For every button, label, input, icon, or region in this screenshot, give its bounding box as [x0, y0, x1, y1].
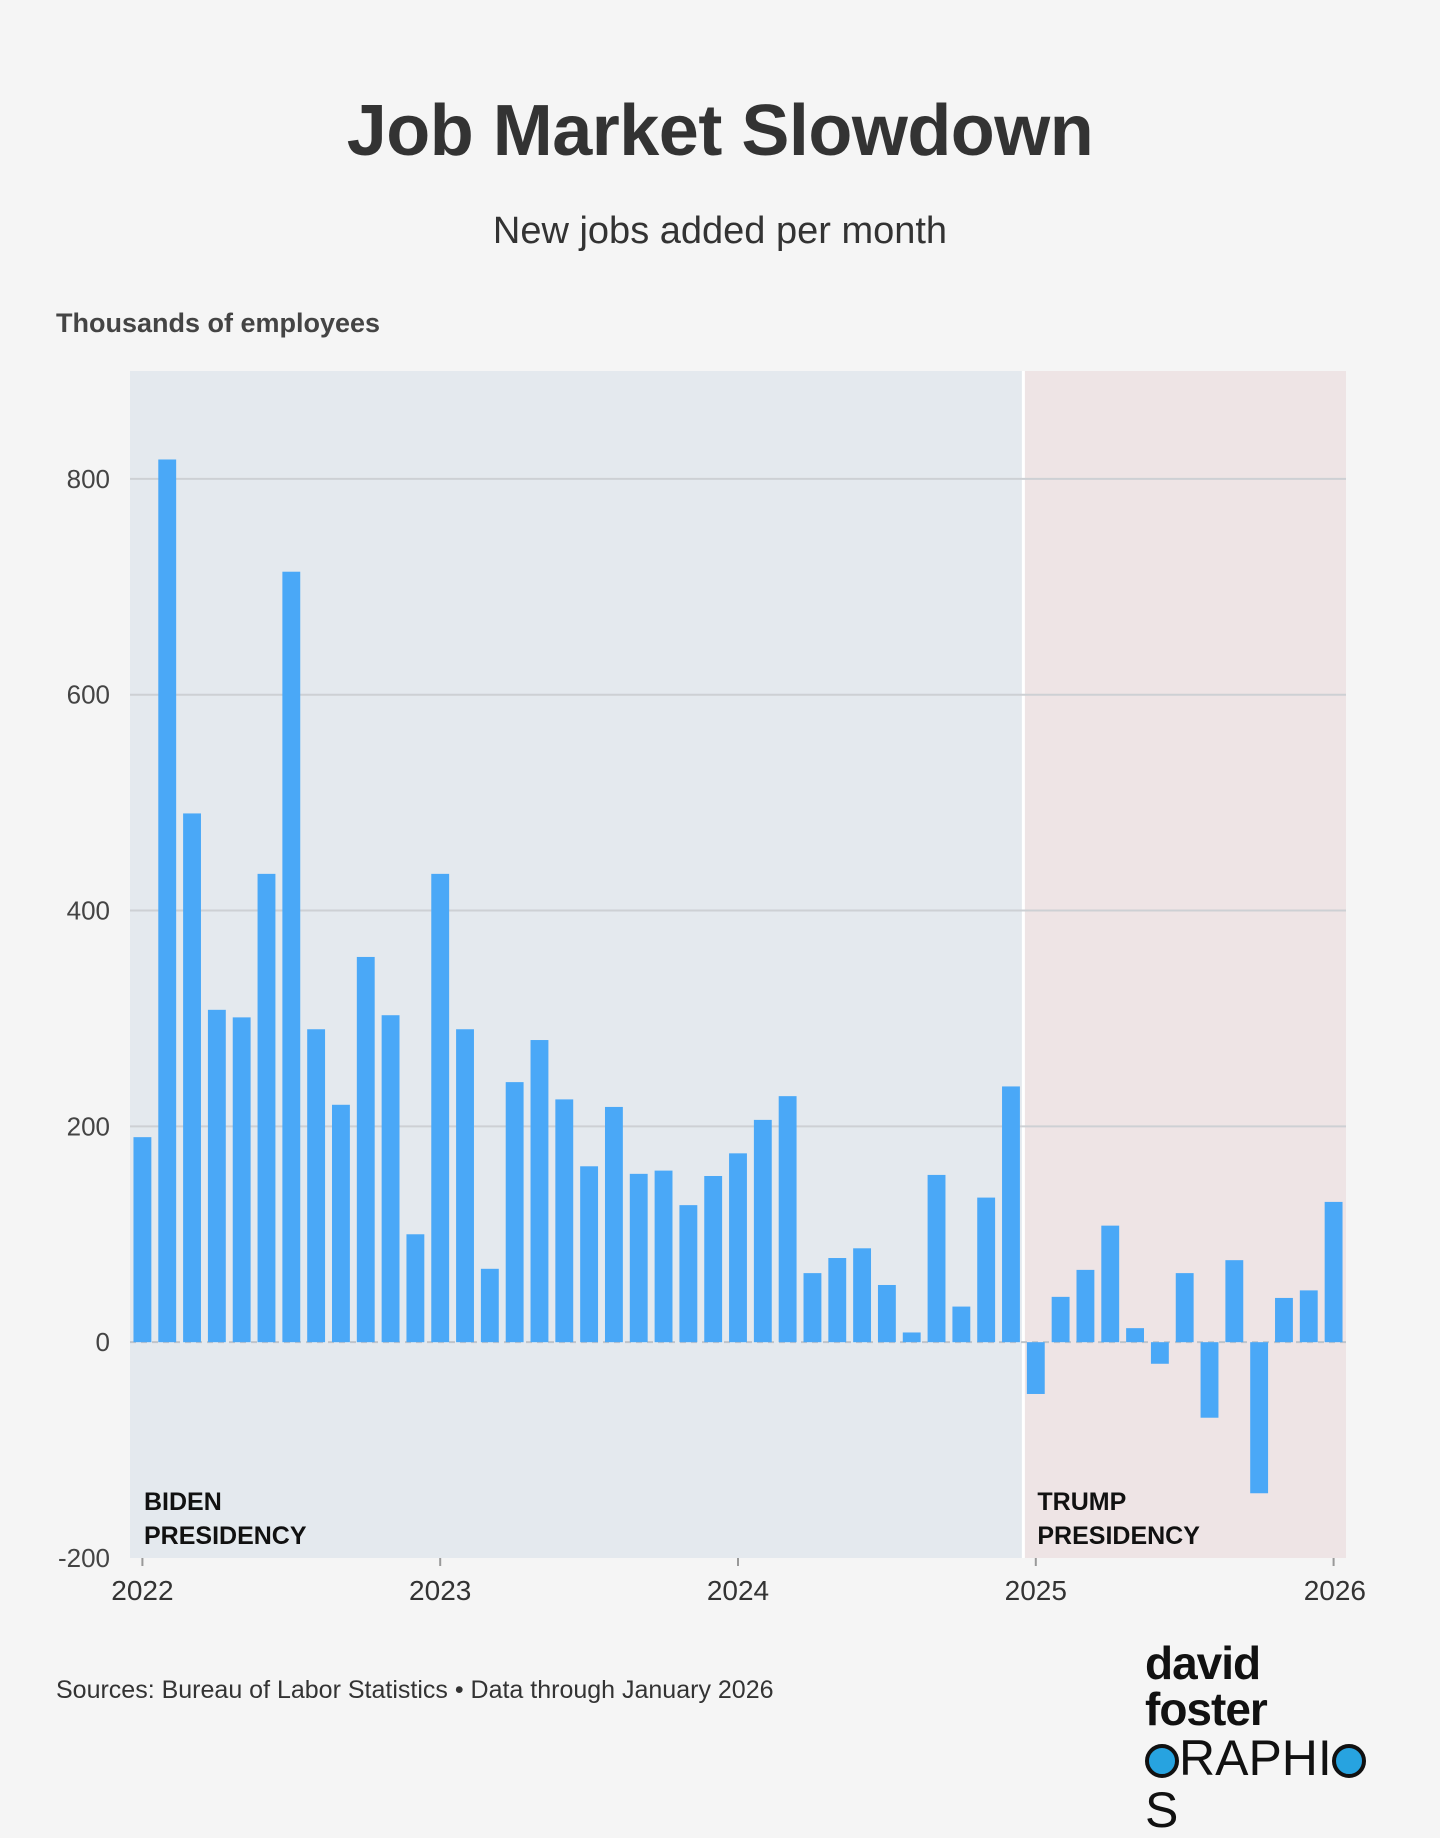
y-tick-label: 200 [67, 1111, 110, 1141]
bar [753, 1119, 772, 1343]
bar [729, 1153, 747, 1343]
region-label: PRESIDENCY [1037, 1522, 1200, 1550]
bar [902, 1332, 921, 1343]
y-tick-label: 400 [67, 896, 110, 926]
bar [1275, 1297, 1293, 1343]
bar [853, 1248, 872, 1343]
bar [257, 873, 276, 1343]
chart-subtitle: New jobs added per month [492, 210, 948, 252]
bar [133, 1137, 152, 1343]
bar [1101, 1225, 1120, 1343]
x-tick-label: 2025 [1005, 1575, 1067, 1606]
bar [207, 1009, 226, 1343]
x-tick-label: 2023 [409, 1575, 471, 1606]
region-label: BIDEN [144, 1488, 222, 1516]
logo-text-bottom: RAPHIS [1145, 1732, 1385, 1836]
bar [356, 956, 375, 1343]
bar [1250, 1342, 1269, 1494]
bar [778, 1096, 797, 1343]
sources-note: Sources: Bureau of Labor Statistics • Da… [56, 1676, 774, 1704]
region-label: PRESIDENCY [144, 1522, 307, 1550]
x-tick-label: 2024 [707, 1575, 769, 1606]
y-tick-label: 800 [67, 464, 110, 494]
bar [1126, 1328, 1144, 1343]
region-band [130, 371, 1024, 1558]
bar [1299, 1290, 1318, 1343]
y-tick-label: 0 [96, 1327, 110, 1357]
bar [1026, 1342, 1045, 1394]
y-tick-label: -200 [58, 1543, 110, 1573]
bar [1150, 1342, 1169, 1364]
chart-title: Job Market Slowdown [346, 91, 1094, 171]
bar [927, 1174, 946, 1343]
brand-logo: david foster RAPHIS [1145, 1640, 1385, 1836]
bar [158, 459, 177, 1343]
bar [604, 1106, 623, 1343]
bar [555, 1099, 574, 1343]
bar [530, 1040, 549, 1343]
x-tick-label: 2022 [111, 1575, 173, 1606]
bar [1200, 1342, 1219, 1418]
bar [381, 1015, 400, 1343]
logo-g-mark-icon [1145, 1744, 1179, 1778]
region-band [1023, 371, 1346, 1558]
region-label: TRUMP [1037, 1488, 1126, 1516]
bar [1051, 1296, 1070, 1343]
bar [704, 1176, 723, 1343]
x-tick-label: 2026 [1304, 1575, 1366, 1606]
bar [307, 1029, 326, 1343]
bar [1076, 1269, 1095, 1343]
bar [977, 1197, 996, 1343]
bar [654, 1170, 673, 1343]
bar [952, 1306, 971, 1343]
bar [877, 1284, 896, 1343]
y-tick-label: 600 [67, 680, 110, 710]
bar [679, 1205, 698, 1343]
y-axis-label: Thousands of employees [56, 308, 381, 338]
bar [332, 1104, 350, 1343]
bar [629, 1173, 648, 1343]
bar [480, 1268, 499, 1343]
bar [282, 571, 301, 1343]
bar [580, 1166, 599, 1343]
logo-c-mark-icon [1331, 1744, 1366, 1778]
bar [828, 1258, 847, 1343]
bar [1225, 1260, 1244, 1343]
bar [431, 873, 450, 1343]
bar-chart: -200 0 200 400 600 800 2022 2023 2024 2025 2026 BID… [58, 371, 1366, 1606]
bar [232, 1017, 251, 1343]
bar [183, 813, 201, 1343]
bar [505, 1082, 524, 1343]
logo-text-top: david foster [1145, 1637, 1268, 1735]
bar [803, 1273, 822, 1343]
bar [406, 1234, 425, 1343]
bar [1175, 1273, 1194, 1343]
bar [1002, 1086, 1020, 1343]
bar [1324, 1201, 1343, 1343]
bar [456, 1029, 474, 1343]
